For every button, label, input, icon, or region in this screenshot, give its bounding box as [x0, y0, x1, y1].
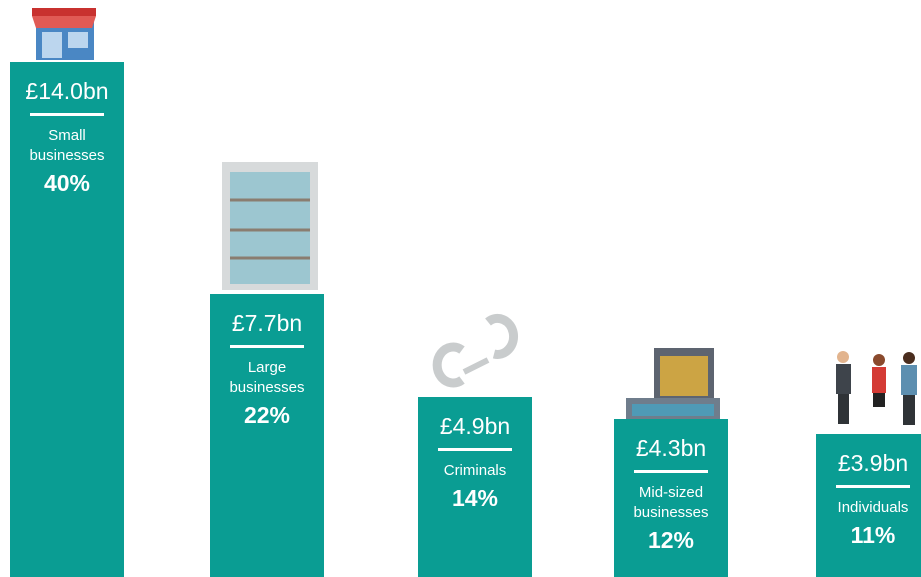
category-label: Large businesses — [229, 358, 305, 396]
handcuffs-icon — [432, 313, 518, 388]
bar: £14.0bn Small businesses 40% — [10, 62, 124, 577]
divider — [230, 344, 304, 348]
category-label: Individuals — [837, 498, 909, 516]
tower-icon — [222, 162, 318, 290]
bar: £3.9bn Individuals 11% — [816, 433, 921, 577]
category-label: Criminals — [443, 461, 507, 479]
percentage-label: 11% — [850, 521, 896, 548]
value-label: £4.9bn — [439, 412, 511, 439]
bar: £4.3bn Mid-sized businesses 12% — [614, 418, 728, 577]
percentage-label: 12% — [647, 526, 695, 553]
value-label: £4.3bn — [635, 434, 707, 461]
percentage-label: 14% — [451, 484, 499, 511]
divider — [30, 113, 104, 116]
divider — [634, 469, 708, 473]
shop-icon — [32, 8, 96, 60]
percentage-label: 22% — [243, 401, 291, 428]
percentage-label: 40% — [43, 170, 91, 196]
divider — [438, 447, 512, 451]
office-icon — [626, 348, 720, 420]
bar: £4.9bn Criminals 14% — [418, 396, 532, 577]
value-label: £7.7bn — [231, 309, 303, 336]
category-label: Mid-sized businesses — [633, 483, 709, 521]
people-icon — [836, 351, 917, 425]
category-label: Small businesses — [29, 127, 105, 164]
bar: £7.7bn Large businesses 22% — [210, 293, 324, 577]
value-label: £3.9bn — [837, 449, 909, 476]
value-label: £14.0bn — [25, 78, 109, 104]
divider — [836, 484, 910, 488]
